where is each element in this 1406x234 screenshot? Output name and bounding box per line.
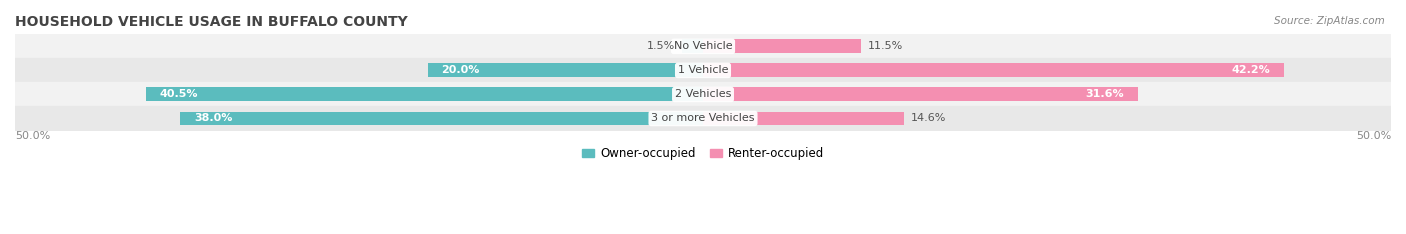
Bar [15, 34, 1391, 58]
Text: 50.0%: 50.0% [15, 131, 51, 141]
Text: 20.0%: 20.0% [441, 65, 479, 75]
Text: 11.5%: 11.5% [868, 41, 904, 51]
Text: 50.0%: 50.0% [1355, 131, 1391, 141]
Legend: Owner-occupied, Renter-occupied: Owner-occupied, Renter-occupied [578, 143, 828, 165]
Bar [703, 88, 1137, 101]
Text: Source: ZipAtlas.com: Source: ZipAtlas.com [1274, 16, 1385, 26]
Bar [703, 63, 1284, 77]
Bar [15, 82, 1391, 106]
Text: 38.0%: 38.0% [194, 113, 232, 124]
Text: 40.5%: 40.5% [159, 89, 198, 99]
Text: 31.6%: 31.6% [1085, 89, 1123, 99]
Bar [15, 106, 1391, 131]
Bar [146, 88, 703, 101]
Text: No Vehicle: No Vehicle [673, 41, 733, 51]
Text: 2 Vehicles: 2 Vehicles [675, 89, 731, 99]
Bar [703, 112, 904, 125]
Bar [427, 63, 703, 77]
Text: HOUSEHOLD VEHICLE USAGE IN BUFFALO COUNTY: HOUSEHOLD VEHICLE USAGE IN BUFFALO COUNT… [15, 15, 408, 29]
Text: 14.6%: 14.6% [911, 113, 946, 124]
Text: 42.2%: 42.2% [1232, 65, 1270, 75]
Bar [682, 39, 703, 53]
Text: 1.5%: 1.5% [647, 41, 675, 51]
Bar [15, 58, 1391, 82]
Bar [703, 39, 862, 53]
Bar [180, 112, 703, 125]
Text: 1 Vehicle: 1 Vehicle [678, 65, 728, 75]
Text: 3 or more Vehicles: 3 or more Vehicles [651, 113, 755, 124]
